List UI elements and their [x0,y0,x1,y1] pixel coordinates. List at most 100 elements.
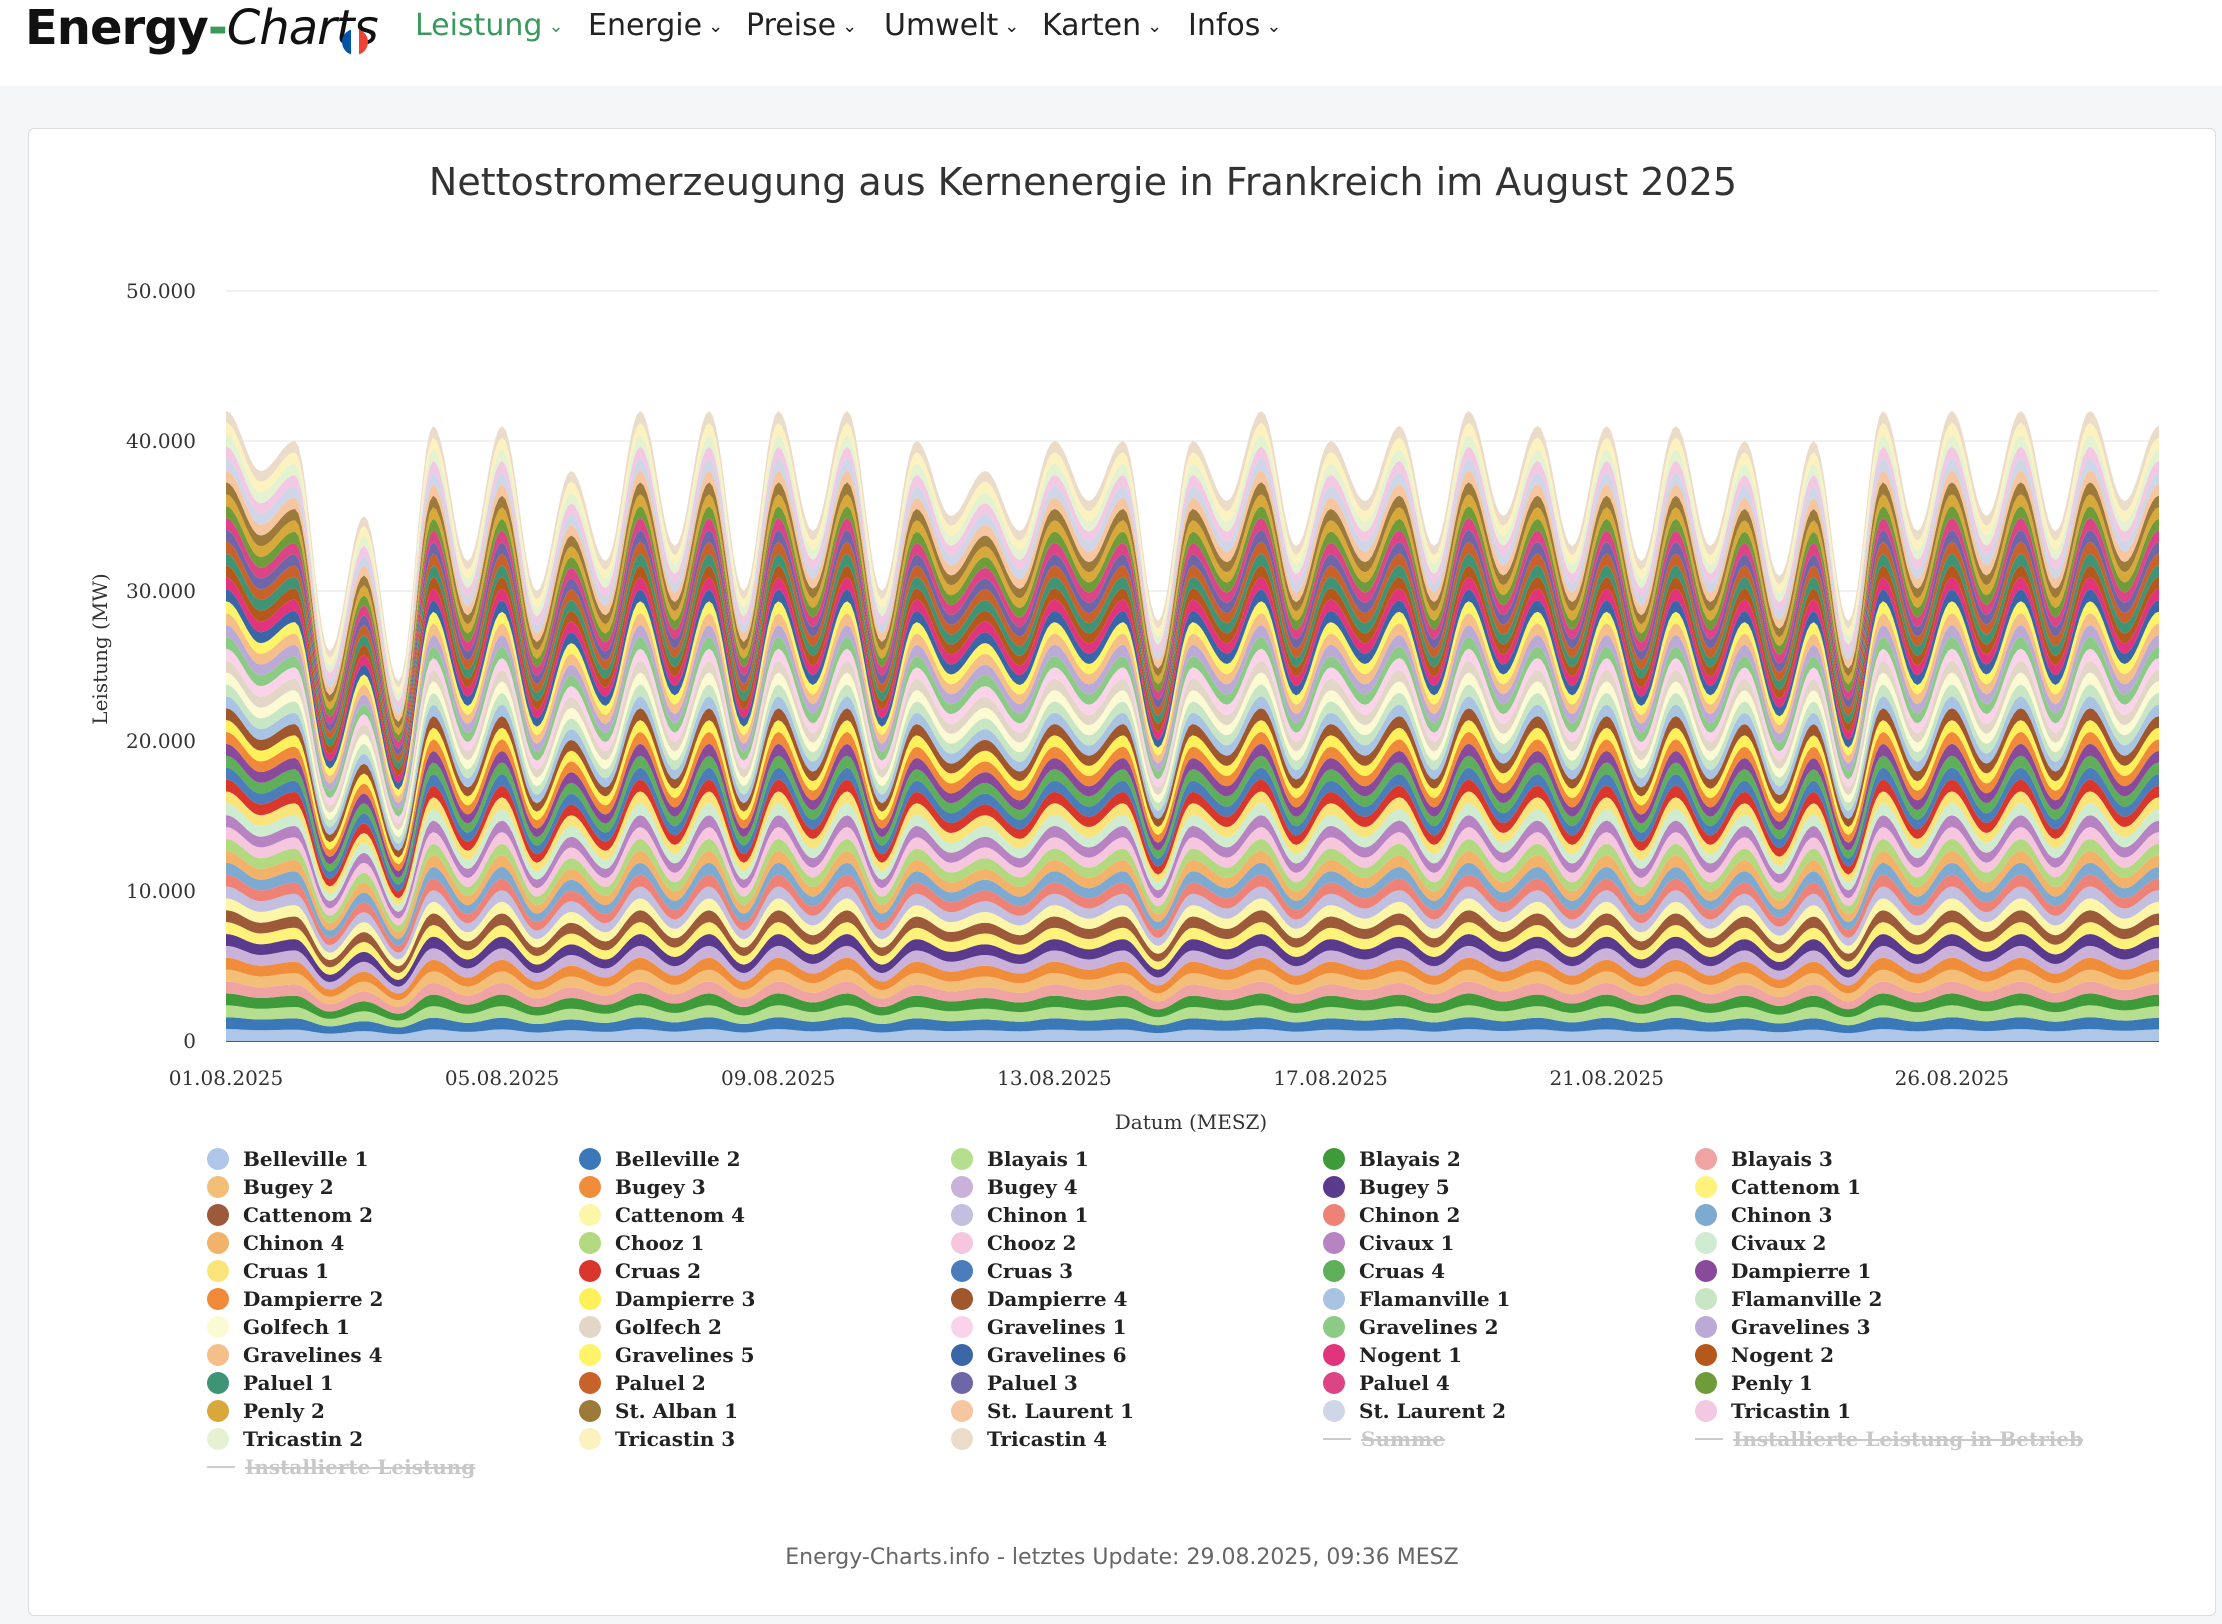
legend-item[interactable]: Blayais 1 [951,1145,1089,1173]
area-series[interactable] [226,541,2159,763]
energy-charts-logo[interactable]: Energy-Charts [25,0,379,56]
legend-item[interactable]: Gravelines 5 [579,1341,755,1369]
legend-item[interactable]: Summe [1323,1425,1445,1453]
area-series[interactable] [226,696,2159,851]
area-series[interactable] [226,708,2159,858]
legend-item[interactable]: Bugey 3 [579,1173,706,1201]
area-series[interactable] [226,660,2159,831]
area-series[interactable] [226,898,2159,967]
legend-item[interactable]: Tricastin 2 [207,1425,363,1453]
area-series[interactable] [226,672,2159,838]
legend-item[interactable]: Nogent 2 [1695,1341,1834,1369]
area-series[interactable] [226,981,2159,1014]
legend-item[interactable]: Dampierre 4 [951,1285,1127,1313]
area-series[interactable] [226,945,2159,994]
area-series[interactable] [226,803,2159,912]
area-series[interactable] [226,553,2159,770]
legend-item[interactable]: Cruas 1 [207,1257,329,1285]
legend-item[interactable]: Paluel 4 [1323,1369,1450,1397]
legend-item[interactable]: Gravelines 3 [1695,1313,1871,1341]
area-series[interactable] [226,1029,2159,1041]
area-series[interactable] [226,506,2159,743]
area-series[interactable] [226,827,2159,926]
area-series[interactable] [226,838,2159,933]
legend-item[interactable]: Bugey 5 [1323,1173,1450,1201]
legend-item[interactable]: Cruas 3 [951,1257,1073,1285]
legend-item[interactable]: Civaux 2 [1695,1229,1826,1257]
legend-item[interactable]: Gravelines 4 [207,1341,383,1369]
legend-item[interactable]: Bugey 4 [951,1173,1078,1201]
area-series[interactable] [226,529,2159,756]
area-series[interactable] [226,648,2159,824]
area-series[interactable] [226,862,2159,946]
nav-leistung[interactable]: Leistung ⌄ [415,8,564,45]
legend-item[interactable]: Penly 1 [1695,1369,1813,1397]
legend-item[interactable]: Chinon 1 [951,1201,1088,1229]
legend-item[interactable]: Tricastin 1 [1695,1397,1851,1425]
area-series[interactable] [226,743,2159,878]
legend-item[interactable]: Chooz 1 [579,1229,704,1257]
legend-item[interactable]: Flamanville 2 [1695,1285,1882,1313]
legend-item[interactable]: Paluel 2 [579,1369,706,1397]
area-series[interactable] [226,411,2159,688]
nav-preise[interactable]: Preise ⌄ [746,8,857,45]
area-series[interactable] [226,720,2159,865]
legend-item[interactable]: Dampierre 3 [579,1285,755,1313]
nav-infos[interactable]: Infos ⌄ [1188,8,1282,45]
france-flag-icon[interactable] [342,29,368,55]
area-series[interactable] [226,767,2159,892]
legend-item[interactable]: Bugey 2 [207,1173,334,1201]
legend-item[interactable]: Chinon 3 [1695,1201,1832,1229]
legend-item[interactable]: Tricastin 4 [951,1425,1107,1453]
legend-item[interactable]: Blayais 2 [1323,1145,1461,1173]
area-series[interactable] [226,470,2159,722]
legend-item[interactable]: Golfech 1 [207,1313,350,1341]
legend-item[interactable]: St. Laurent 2 [1323,1397,1506,1425]
legend-item[interactable]: Chinon 2 [1323,1201,1460,1229]
area-series[interactable] [226,815,2159,919]
area-series[interactable] [226,636,2159,817]
area-series[interactable] [226,422,2159,695]
area-series[interactable] [226,993,2159,1021]
area-series[interactable] [226,850,2159,940]
area-series[interactable] [226,434,2159,702]
legend-item[interactable]: St. Alban 1 [579,1397,738,1425]
legend-item[interactable]: Dampierre 2 [207,1285,383,1313]
legend-item[interactable]: Dampierre 1 [1695,1257,1871,1285]
area-series[interactable] [226,446,2159,709]
nav-karten[interactable]: Karten ⌄ [1042,8,1162,45]
area-series[interactable] [226,969,2159,1007]
legend-item[interactable]: Paluel 1 [207,1369,334,1397]
legend-item[interactable]: Gravelines 1 [951,1313,1127,1341]
legend-item[interactable]: Belleville 1 [207,1145,369,1173]
area-series[interactable] [226,577,2159,783]
legend-item[interactable]: Cattenom 4 [579,1201,745,1229]
legend-item[interactable]: Installierte Leistung [207,1453,475,1481]
area-series[interactable] [226,1005,2159,1028]
nav-umwelt[interactable]: Umwelt ⌄ [884,8,1019,45]
legend-item[interactable]: Gravelines 6 [951,1341,1127,1369]
area-series[interactable] [226,886,2159,960]
area-series[interactable] [226,518,2159,749]
legend-item[interactable]: Gravelines 2 [1323,1313,1499,1341]
area-series[interactable] [226,482,2159,729]
legend-item[interactable]: Tricastin 3 [579,1425,735,1453]
area-series[interactable] [226,874,2159,953]
legend-item[interactable]: Installierte Leistung in Betrieb [1695,1425,2083,1453]
area-series[interactable] [226,755,2159,885]
area-series[interactable] [226,601,2159,797]
area-series[interactable] [226,791,2159,906]
legend-item[interactable]: Chooz 2 [951,1229,1076,1257]
area-series[interactable] [226,589,2159,790]
area-series[interactable] [226,1017,2159,1035]
area-series[interactable] [226,684,2159,844]
area-series[interactable] [226,625,2159,811]
area-series[interactable] [226,731,2159,872]
legend-item[interactable]: Blayais 3 [1695,1145,1833,1173]
legend-item[interactable]: Cruas 4 [1323,1257,1445,1285]
legend-item[interactable]: Golfech 2 [579,1313,722,1341]
area-series[interactable] [226,613,2159,804]
legend-item[interactable]: Belleville 2 [579,1145,741,1173]
legend-item[interactable]: Flamanville 1 [1323,1285,1510,1313]
area-series[interactable] [226,957,2159,1001]
